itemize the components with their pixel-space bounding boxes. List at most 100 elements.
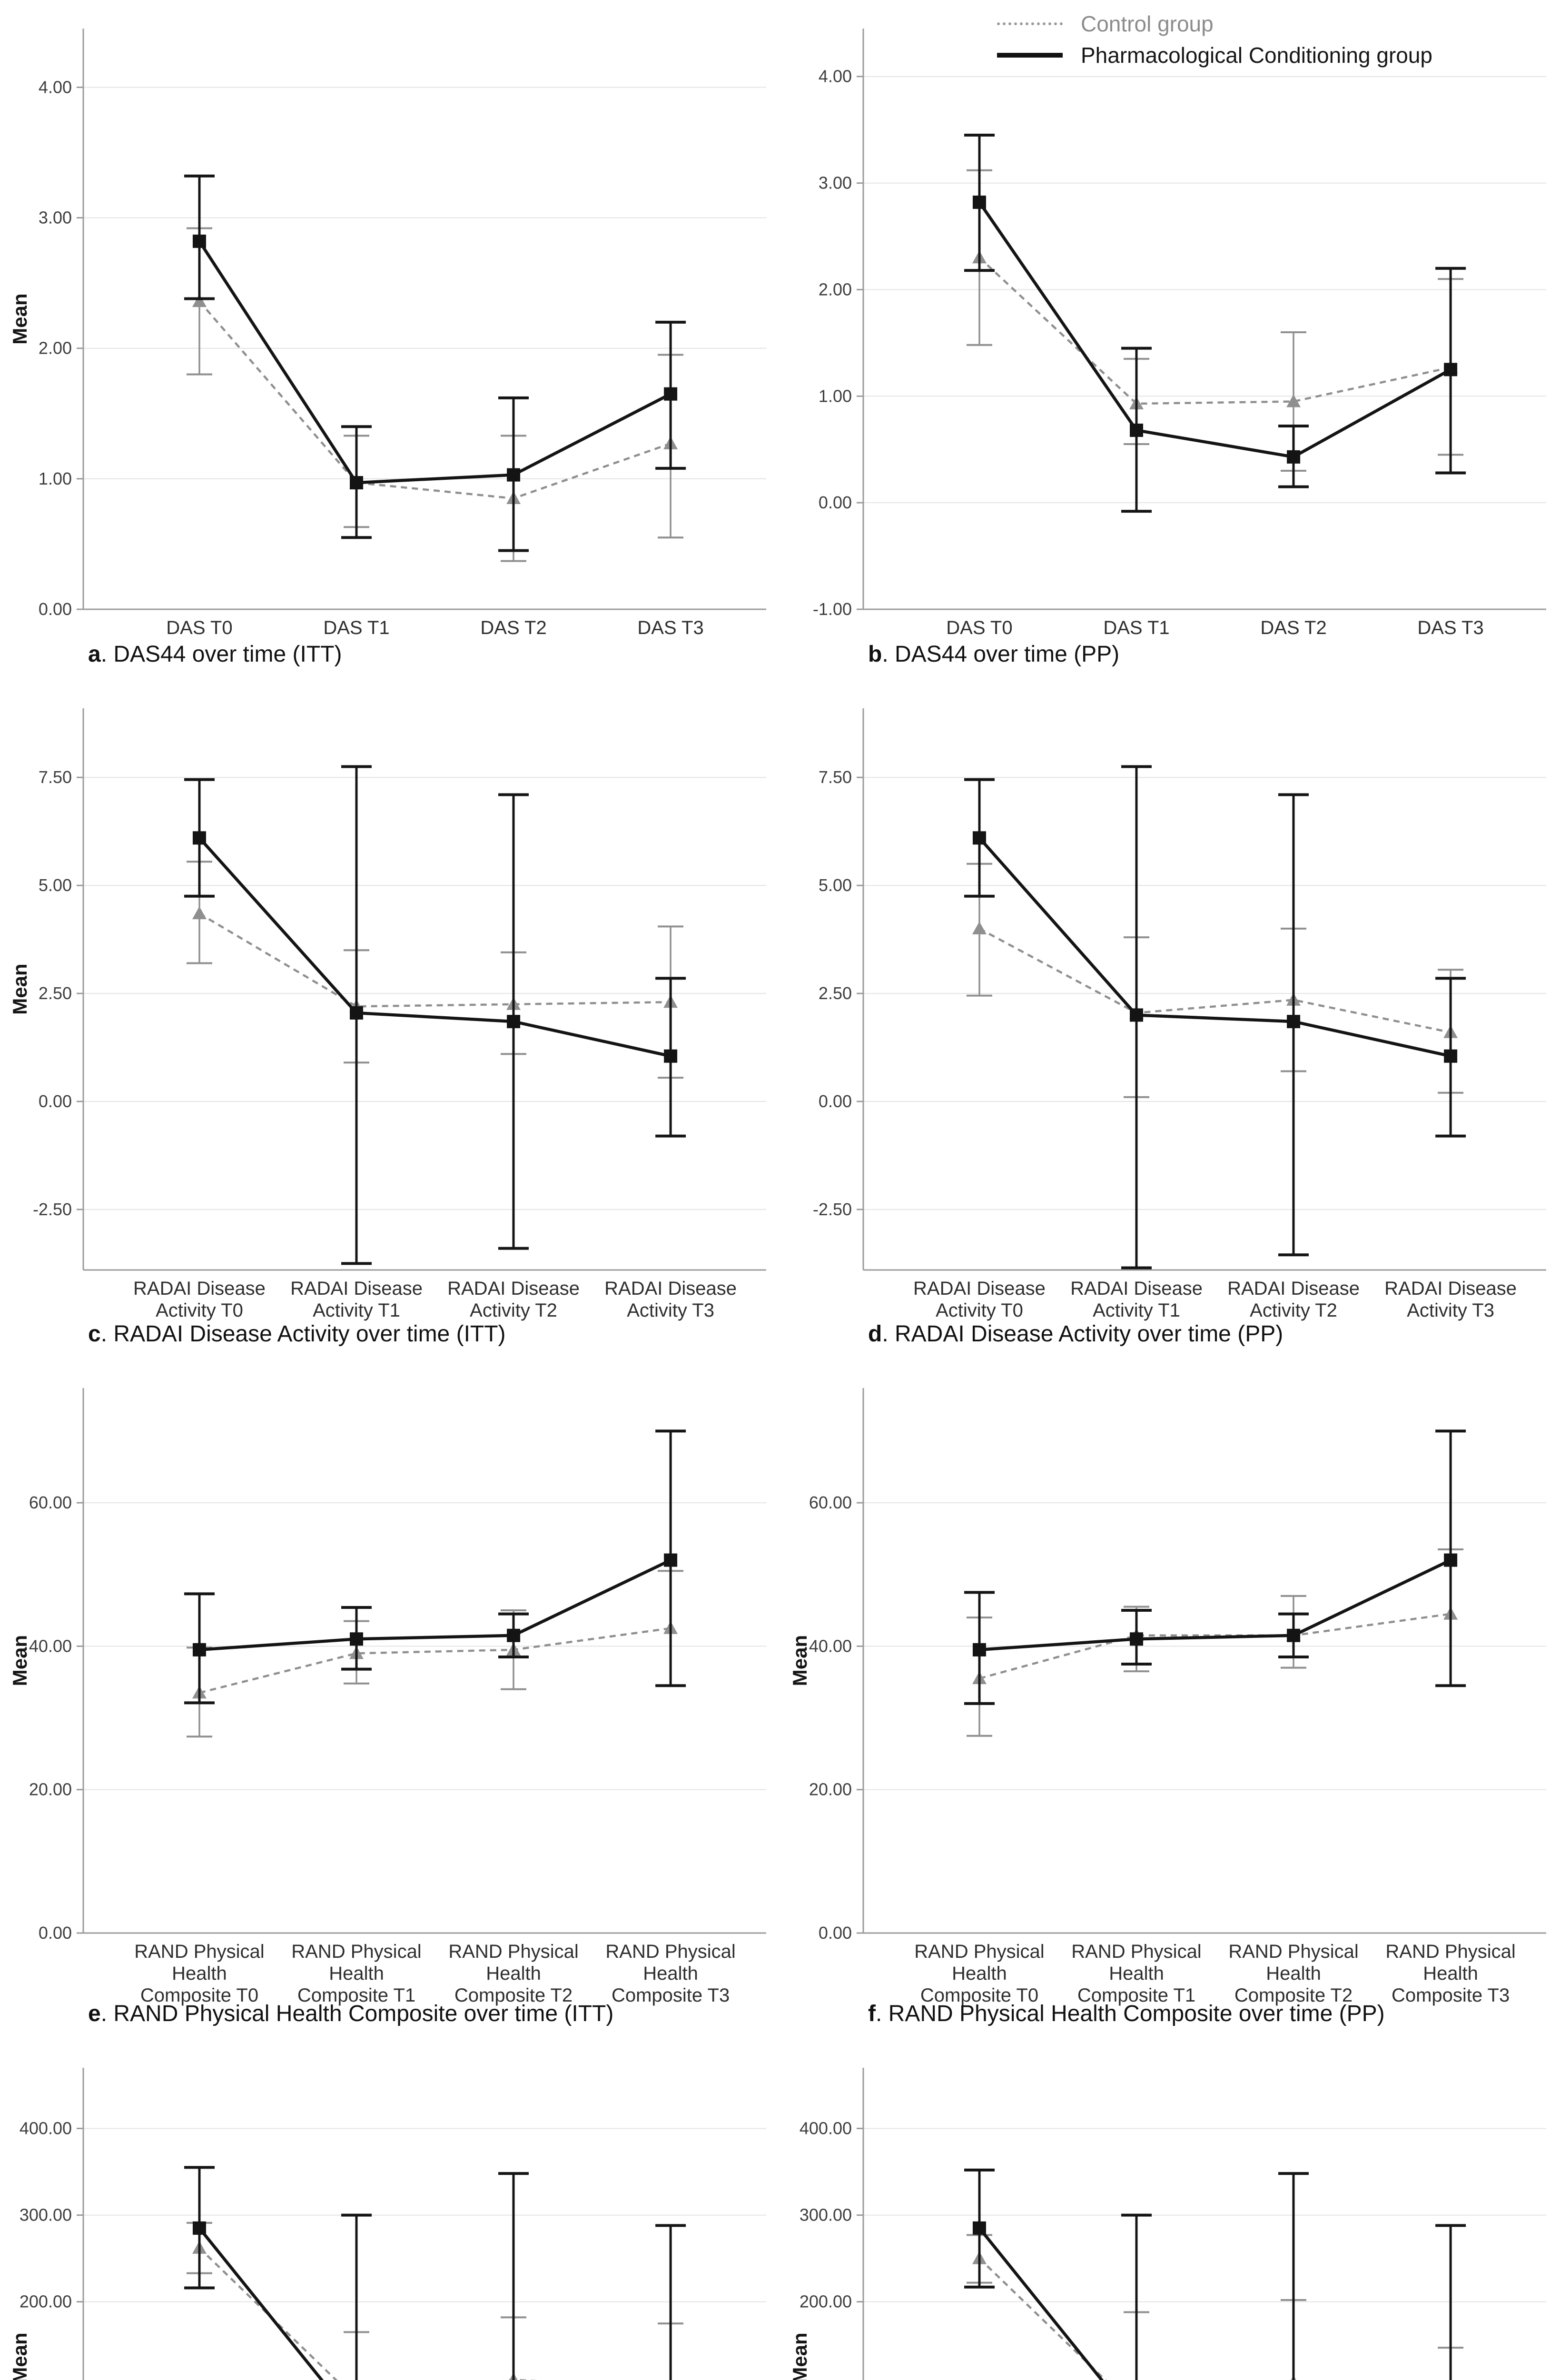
caption-e: e. RAND Physical Health Composite over t… bbox=[88, 2001, 613, 2027]
svg-text:Activity T0: Activity T0 bbox=[156, 1300, 243, 1321]
svg-text:Mean: Mean bbox=[9, 2332, 31, 2380]
caption-a-letter: a bbox=[88, 642, 101, 667]
svg-text:Composite T2: Composite T2 bbox=[454, 1985, 573, 2006]
svg-text:Composite T0: Composite T0 bbox=[920, 1985, 1038, 2006]
svg-text:RADAI Disease: RADAI Disease bbox=[290, 1278, 423, 1299]
svg-text:RADAI Disease: RADAI Disease bbox=[1384, 1278, 1517, 1299]
svg-text:Health: Health bbox=[643, 1963, 698, 1984]
svg-text:Health: Health bbox=[1266, 1963, 1321, 1984]
panel-h-irgl-pain-pp: -200.00-100.000.00100.00200.00300.00400.… bbox=[780, 2039, 1560, 2380]
svg-text:60.00: 60.00 bbox=[29, 1493, 72, 1512]
svg-text:DAS T2: DAS T2 bbox=[1260, 617, 1326, 638]
svg-text:DAS T2: DAS T2 bbox=[480, 617, 546, 638]
svg-text:1.00: 1.00 bbox=[39, 469, 72, 488]
svg-text:Activity T1: Activity T1 bbox=[1093, 1300, 1180, 1321]
svg-text:2.50: 2.50 bbox=[819, 983, 852, 1003]
caption-f-letter: f bbox=[868, 2001, 876, 2026]
caption-d: d. RADAI Disease Activity over time (PP) bbox=[868, 1321, 1283, 1347]
svg-text:Mean: Mean bbox=[789, 2332, 811, 2380]
svg-text:Health: Health bbox=[329, 1963, 384, 1984]
svg-text:RAND Physical: RAND Physical bbox=[134, 1941, 264, 1962]
svg-text:200.00: 200.00 bbox=[800, 2292, 852, 2311]
svg-text:400.00: 400.00 bbox=[20, 2118, 72, 2138]
panel-a-das44-itt: 0.00 1.00 2.00 3.00 4.00 Mean DAS T0 DAS T1 DAS … bbox=[0, 0, 780, 680]
svg-text:Health: Health bbox=[172, 1963, 227, 1984]
svg-text:Activity T1: Activity T1 bbox=[313, 1300, 400, 1321]
svg-text:7.50: 7.50 bbox=[39, 767, 72, 787]
svg-text:RAND Physical: RAND Physical bbox=[605, 1941, 735, 1962]
legend-item-control: Control group bbox=[997, 11, 1432, 36]
panel-f-rand-pp: 0.00 20.00 40.00 60.00 Mean RAND Physical Heal… bbox=[780, 1359, 1560, 2039]
legend-item-pharmacological-conditioning: Pharmacological Conditioning group bbox=[997, 43, 1432, 68]
svg-text:DAS T3: DAS T3 bbox=[637, 617, 703, 638]
svg-text:5.00: 5.00 bbox=[39, 875, 72, 895]
panel-e-rand-itt: 0.00 20.00 40.00 60.00 Mean RAND Physical Heal… bbox=[0, 1359, 780, 2039]
caption-f: f. RAND Physical Health Composite over t… bbox=[868, 2001, 1385, 2027]
svg-text:0.00: 0.00 bbox=[819, 1923, 852, 1943]
svg-text:Health: Health bbox=[952, 1963, 1007, 1984]
caption-d-text: . RADAI Disease Activity over time (PP) bbox=[882, 1321, 1284, 1347]
svg-text:300.00: 300.00 bbox=[800, 2205, 852, 2225]
svg-text:400.00: 400.00 bbox=[800, 2118, 852, 2138]
caption-f-text: . RAND Physical Health Composite over ti… bbox=[875, 2001, 1385, 2026]
svg-text:-2.50: -2.50 bbox=[813, 1200, 852, 1219]
svg-text:RADAI Disease: RADAI Disease bbox=[1070, 1278, 1203, 1299]
caption-e-text: . RAND Physical Health Composite over ti… bbox=[100, 2001, 614, 2026]
legend: Control group Pharmacological Conditioni… bbox=[997, 11, 1432, 68]
caption-c-text: . RADAI Disease Activity over time (ITT) bbox=[100, 1321, 506, 1347]
svg-text:3.00: 3.00 bbox=[819, 173, 852, 193]
svg-text:2.00: 2.00 bbox=[39, 338, 72, 358]
legend-label-pharmacological-conditioning: Pharmacological Conditioning group bbox=[1081, 43, 1433, 68]
svg-text:Composite T3: Composite T3 bbox=[612, 1985, 730, 2006]
svg-text:300.00: 300.00 bbox=[20, 2205, 72, 2225]
svg-text:DAS T0: DAS T0 bbox=[946, 617, 1012, 638]
svg-text:DAS T1: DAS T1 bbox=[1103, 617, 1169, 638]
svg-text:Composite T1: Composite T1 bbox=[1077, 1985, 1195, 2006]
svg-text:-1.00: -1.00 bbox=[813, 599, 852, 619]
svg-text:40.00: 40.00 bbox=[29, 1636, 72, 1656]
svg-text:4.00: 4.00 bbox=[819, 67, 852, 86]
svg-text:2.50: 2.50 bbox=[39, 983, 72, 1003]
svg-text:0.00: 0.00 bbox=[819, 493, 852, 512]
caption-c: c. RADAI Disease Activity over time (ITT… bbox=[88, 1321, 506, 1347]
svg-text:40.00: 40.00 bbox=[809, 1636, 852, 1656]
panel-d-radai-pp: -2.50 0.00 2.50 5.00 7.50 RADAI Disease Activi… bbox=[780, 680, 1560, 1359]
svg-text:60.00: 60.00 bbox=[809, 1493, 852, 1512]
svg-text:RAND Physical: RAND Physical bbox=[291, 1941, 421, 1962]
svg-text:20.00: 20.00 bbox=[29, 1780, 72, 1799]
svg-text:RAND Physical: RAND Physical bbox=[914, 1941, 1044, 1962]
svg-text:Composite T2: Composite T2 bbox=[1234, 1985, 1353, 2006]
panel-b-das44-pp: -1.00 0.00 1.00 2.00 3.00 4.00 DAS T0 DAS T1 DAS… bbox=[780, 0, 1560, 680]
svg-text:RADAI Disease: RADAI Disease bbox=[913, 1278, 1046, 1299]
svg-text:Health: Health bbox=[486, 1963, 541, 1984]
svg-text:Health: Health bbox=[1109, 1963, 1164, 1984]
svg-text:0.00: 0.00 bbox=[39, 1091, 72, 1111]
svg-text:RADAI Disease: RADAI Disease bbox=[447, 1278, 580, 1299]
svg-text:20.00: 20.00 bbox=[809, 1780, 852, 1799]
svg-text:Activity T2: Activity T2 bbox=[1250, 1300, 1337, 1321]
caption-b: b. DAS44 over time (PP) bbox=[868, 641, 1119, 667]
svg-text:Mean: Mean bbox=[9, 293, 31, 344]
svg-text:Mean: Mean bbox=[789, 1635, 811, 1686]
caption-b-text: . DAS44 over time (PP) bbox=[882, 642, 1120, 667]
svg-text:RAND Physical: RAND Physical bbox=[1385, 1941, 1515, 1962]
svg-text:RAND Physical: RAND Physical bbox=[1228, 1941, 1358, 1962]
svg-text:DAS T3: DAS T3 bbox=[1417, 617, 1483, 638]
svg-text:Activity T3: Activity T3 bbox=[627, 1300, 714, 1321]
svg-text:2.00: 2.00 bbox=[819, 279, 852, 299]
caption-a-text: . DAS44 over time (ITT) bbox=[100, 642, 342, 667]
svg-text:Composite T0: Composite T0 bbox=[140, 1985, 258, 2006]
panel-c-radai-itt: -2.50 0.00 2.50 5.00 7.50 Mean RADAI Disease Ac… bbox=[0, 680, 780, 1359]
svg-text:RAND Physical: RAND Physical bbox=[1071, 1941, 1201, 1962]
svg-text:4.00: 4.00 bbox=[39, 77, 72, 97]
svg-text:DAS T1: DAS T1 bbox=[323, 617, 389, 638]
caption-c-letter: c bbox=[88, 1321, 101, 1347]
svg-text:RAND Physical: RAND Physical bbox=[448, 1941, 578, 1962]
svg-text:3.00: 3.00 bbox=[39, 208, 72, 228]
svg-text:RADAI Disease: RADAI Disease bbox=[604, 1278, 737, 1299]
svg-text:5.00: 5.00 bbox=[819, 875, 852, 895]
svg-text:1.00: 1.00 bbox=[819, 386, 852, 406]
caption-a: a. DAS44 over time (ITT) bbox=[88, 641, 342, 667]
caption-d-letter: d bbox=[868, 1321, 882, 1347]
